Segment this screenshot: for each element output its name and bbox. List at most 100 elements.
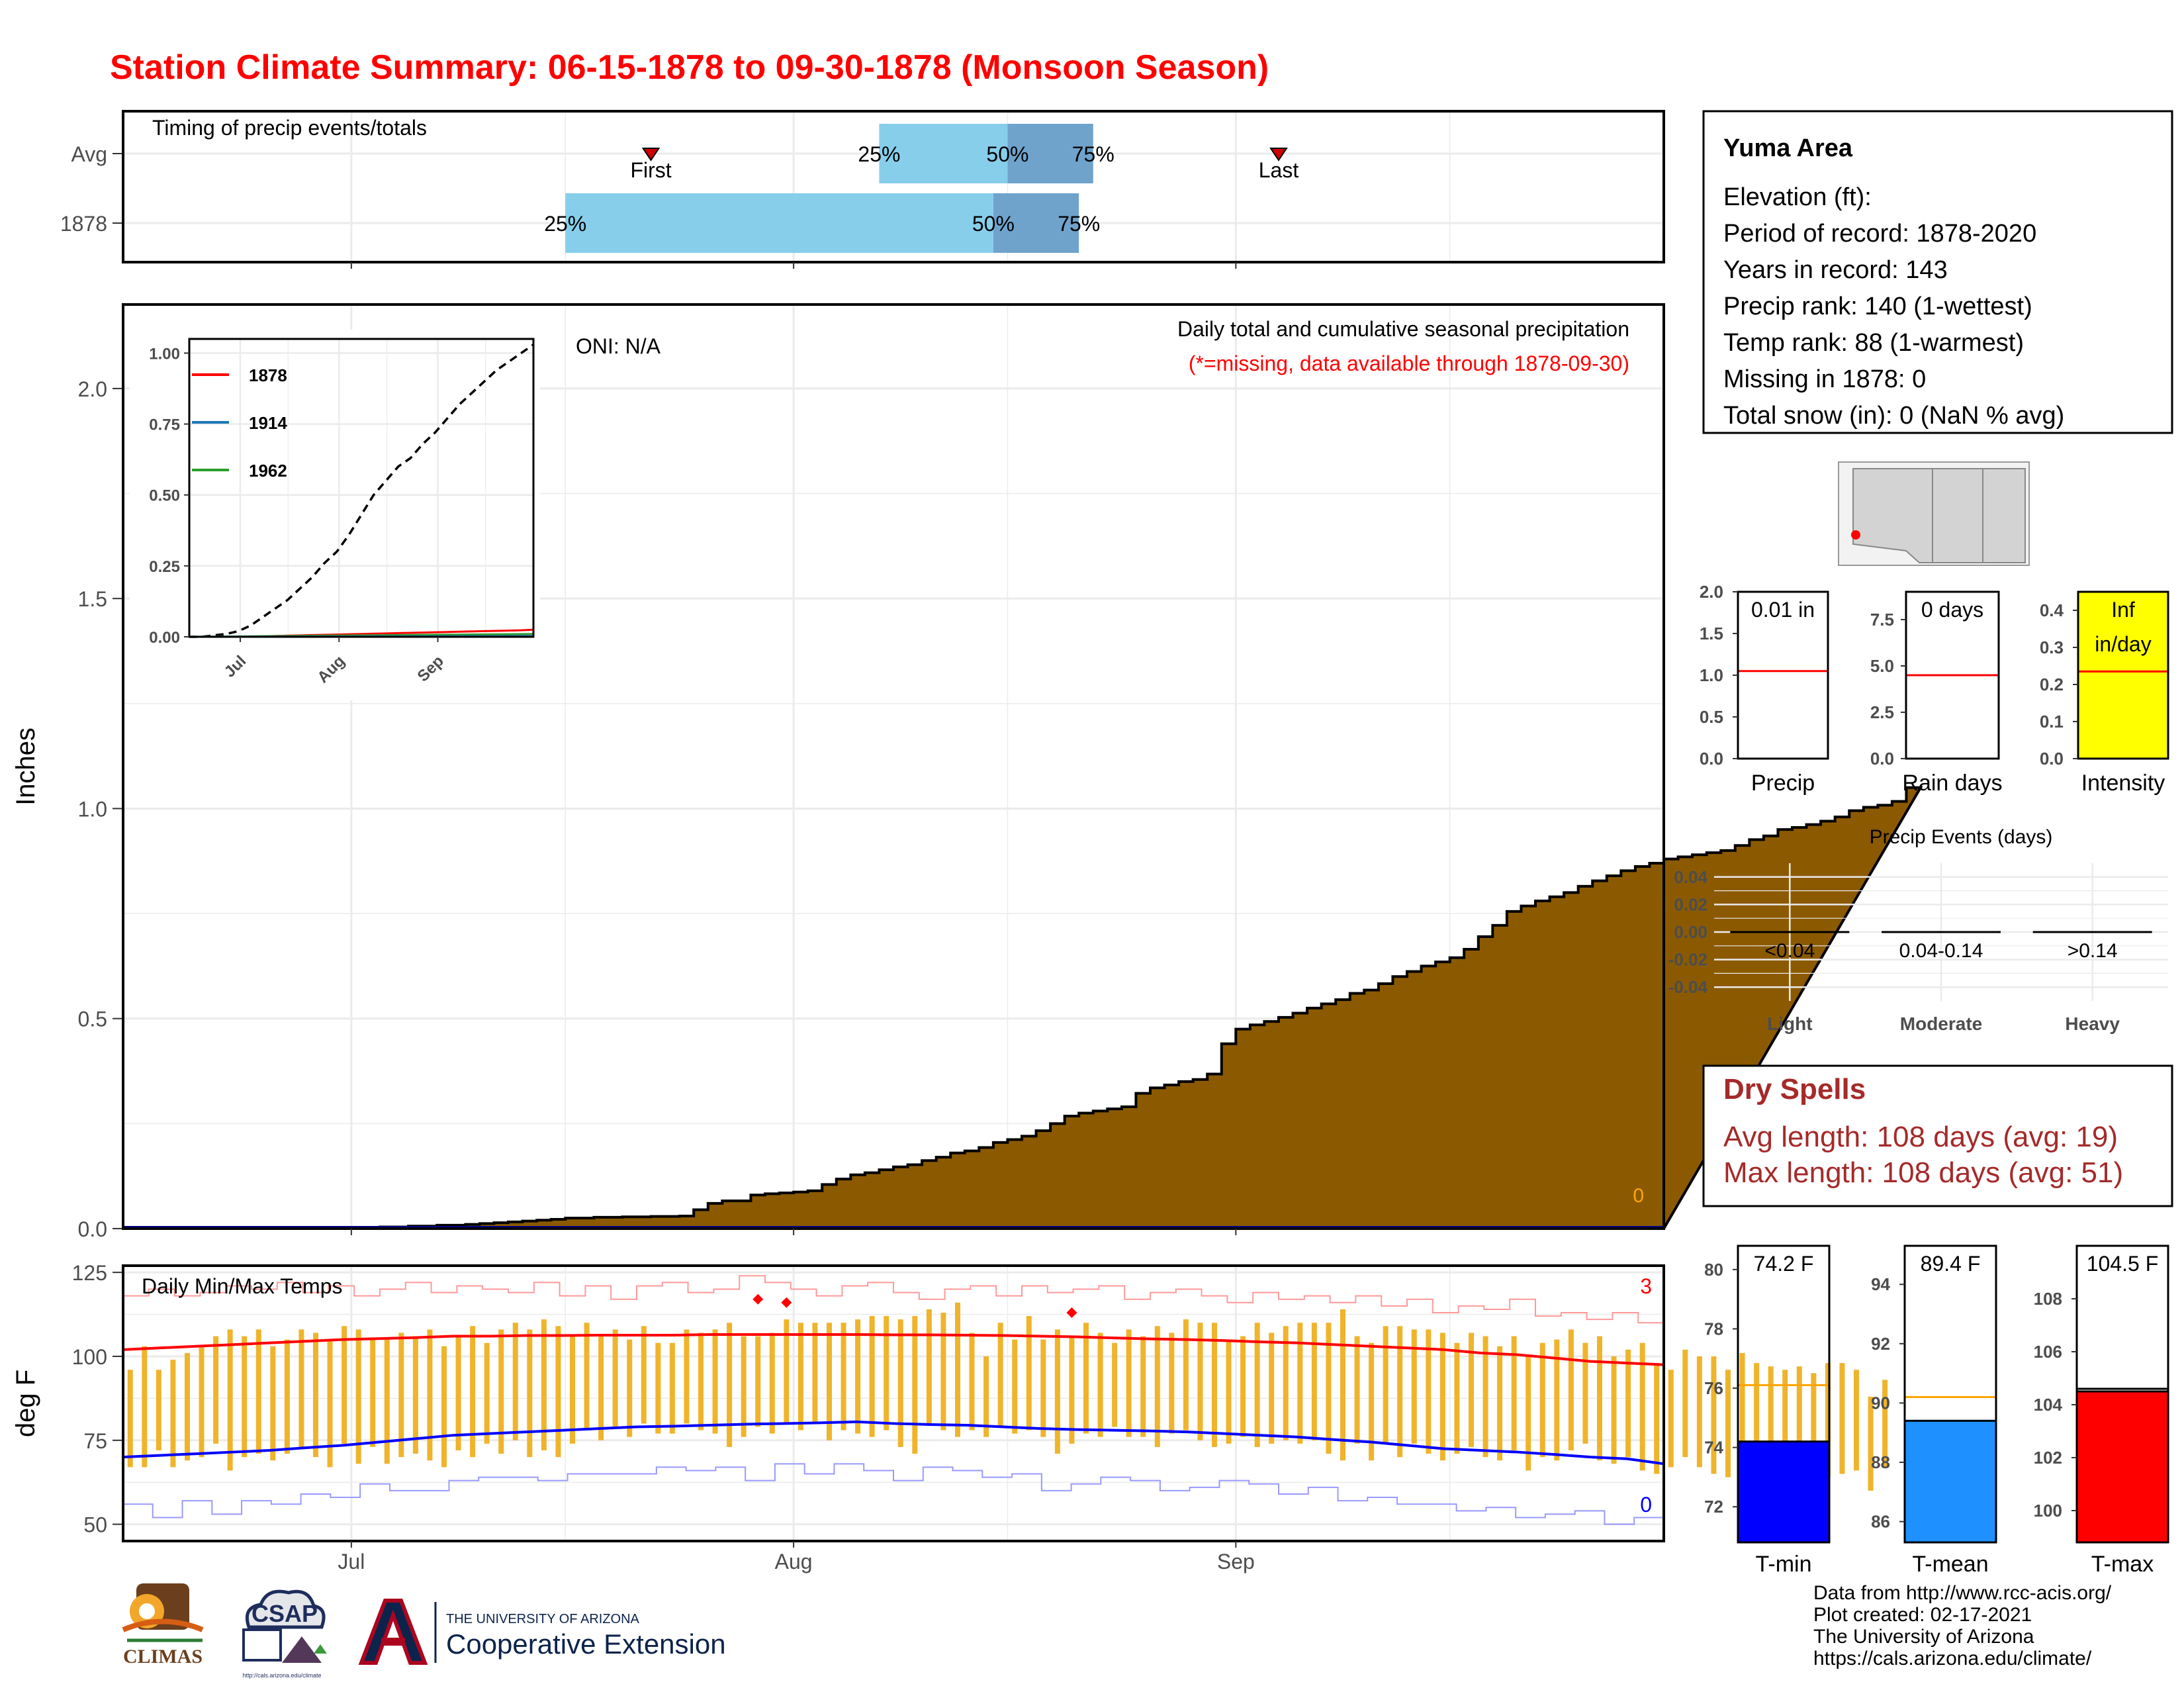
gauge-frame [2075,1244,2169,1544]
events-y-tick: 0.02 [1674,894,1707,914]
inset-frame [188,338,535,638]
gauge-y-tick: 0.3 [2040,637,2064,657]
temp-bar [1326,1323,1332,1454]
gauge-precip: 0.0 0.5 1.0 1.5 2.0 0.01 in Precip [1700,582,1829,796]
timing-pct-label: 50% [972,212,1015,236]
temp-bar [1140,1336,1146,1437]
gauge-y-tick: 7.5 [1870,610,1894,630]
gauge-t-max: 100 102 104 106 108 104.5 F T-max [2034,1244,2169,1577]
gauge-value: 0.01 in [1751,598,1815,622]
temps-y-tick: 50 [83,1513,107,1537]
station-name: Yuma Area [1723,134,1853,162]
temp-bar [1811,1373,1817,1484]
timing-pct-label: 75% [1072,142,1115,166]
gauge-label: Rain days [1902,771,2002,796]
gauge-y-tick: 100 [2034,1501,2062,1521]
temp-bar [455,1336,461,1451]
gauge-label: Precip [1751,771,1815,796]
gauge-frame [1903,1244,1997,1544]
gauge-t-min: 72 74 76 78 80 74.2 F T-min [1704,1244,1831,1577]
inset-normal-line [189,344,534,638]
precip-y-tick: 0.5 [78,1008,107,1031]
temp-bar [484,1342,490,1444]
temps-y-tick: 100 [72,1345,107,1369]
temps-x-tick: Sep [1217,1550,1255,1573]
temp-bar [612,1329,618,1427]
gauge-y-tick: 0.0 [1700,749,1723,769]
gauge-y-tick: 0.0 [2040,749,2064,769]
temp-bar [712,1329,718,1434]
gauge-y-tick: 0.4 [2040,600,2064,620]
temp-bar [1497,1346,1503,1461]
temp-bar [1511,1336,1517,1451]
temp-bar [1454,1342,1460,1454]
timing-row-label: Avg [71,142,107,166]
gauge-y-tick: 80 [1704,1260,1723,1280]
temp-bar [384,1339,390,1464]
gauge-label: T-mean [1912,1552,1988,1577]
footer-org: The University of Arizona [1813,1626,2034,1648]
temp-bar [1482,1336,1488,1458]
timing-frame [122,110,1665,263]
dry-spells-title: Dry Spells [1723,1073,1866,1105]
record-low-count: 0 [1640,1493,1652,1517]
temp-bar [1311,1323,1317,1440]
station-info-box: Yuma Area Elevation (ft): Period of record… [1702,110,2173,434]
temp-bar [841,1323,846,1430]
temp-bar [912,1316,918,1454]
timing-pct-label: 25% [858,142,900,166]
temp-bar [1739,1352,1745,1468]
precip-y-tick: 2.0 [78,377,107,401]
temp-bar [1839,1363,1845,1474]
temps-frame [122,1264,1665,1542]
precip-y-tick: 1.5 [78,587,107,611]
temp-bar [655,1342,661,1434]
gauge-y-tick: 106 [2034,1342,2062,1362]
timing-band [993,193,1079,253]
temp-bar [527,1329,533,1458]
gauge-background [2078,592,2168,759]
gauge-y-tick: 76 [1704,1378,1723,1398]
temp-bar [1725,1370,1731,1477]
temp-bar [412,1336,418,1454]
temp-bar [284,1339,290,1454]
gauge-y-tick: 2.0 [1700,582,1723,602]
gauge-label: T-max [2091,1552,2154,1577]
temp-bar [1069,1336,1075,1444]
temp-bar [1169,1333,1175,1434]
timing-band [1007,124,1093,183]
temp-bar [1682,1349,1688,1458]
temp-bar [427,1329,433,1461]
footer-source: Data from http://www.rcc-acis.org/ [1813,1582,2112,1604]
temp-bar [584,1323,590,1430]
temp-bar [784,1319,790,1424]
temp-bar [1597,1336,1602,1461]
precip-y-tick: 0.0 [78,1217,107,1241]
temp-bar [1525,1356,1531,1471]
temp-bar [1654,1363,1660,1474]
timing-pct-label: 25% [544,212,586,236]
precip-events-chart: Precip Events (days) <0.04 Light 0.04-0.14 M… [1668,826,2168,1034]
temp-bar [1126,1329,1132,1437]
oni-label: ONI: N/A [576,334,661,358]
temp-bar [398,1333,404,1458]
gauge-y-tick: 86 [1871,1512,1890,1532]
precip-subtitle: (*=missing, data available through 1878-… [1189,352,1629,375]
record-low-line [123,1463,1664,1525]
inset-y-tick: 0.75 [149,416,180,434]
temp-bar [1026,1316,1032,1430]
csap-wordmark: CSAP [251,1600,318,1627]
events-y-tick: 0.04 [1674,867,1707,887]
footer-link[interactable]: https://cals.arizona.edu/climate/ [1813,1648,2092,1669]
temp-bar [1226,1339,1232,1444]
inset-legend-label: 1914 [249,413,287,433]
temp-bar [1696,1356,1702,1468]
timing-band [565,193,993,253]
gauge-y-tick: 1.5 [1700,624,1723,643]
temp-bar [1568,1329,1574,1451]
csap-logo: CSAP http://cals.arizona.edu/climate [242,1589,327,1679]
temp-bar [669,1342,675,1434]
gauge-value: 104.5 F [2087,1252,2159,1276]
timing-pct-label: 50% [986,142,1028,166]
